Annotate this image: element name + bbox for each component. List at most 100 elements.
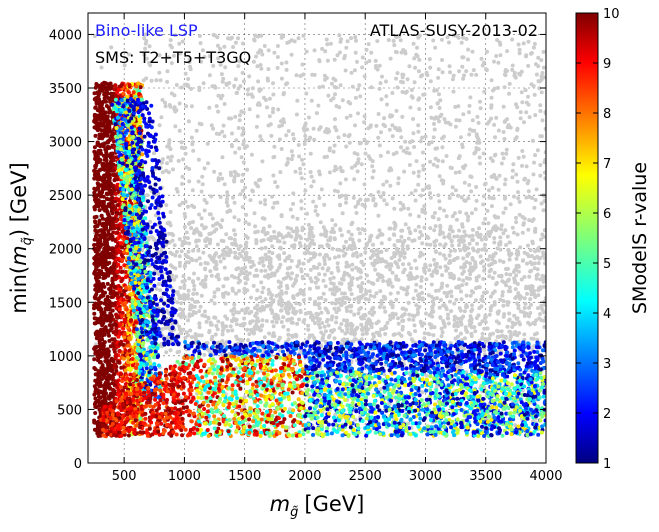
data-point xyxy=(505,49,510,54)
data-point xyxy=(526,94,530,99)
data-point xyxy=(519,69,524,74)
data-point xyxy=(502,182,507,187)
data-point xyxy=(271,324,276,329)
data-point xyxy=(332,236,337,241)
data-point xyxy=(471,248,476,253)
data-point xyxy=(353,123,357,128)
data-point xyxy=(291,295,296,300)
data-point xyxy=(391,232,396,237)
data-point xyxy=(444,154,449,158)
data-point xyxy=(510,168,515,173)
data-point xyxy=(496,85,500,90)
data-point xyxy=(478,99,482,104)
data-point xyxy=(471,68,476,73)
data-point xyxy=(392,43,397,48)
data-point xyxy=(192,283,197,288)
data-point xyxy=(331,275,336,280)
data-point xyxy=(244,307,249,311)
data-point xyxy=(437,92,441,97)
data-point xyxy=(371,332,375,337)
data-point xyxy=(469,175,474,179)
data-point xyxy=(510,63,515,68)
data-point xyxy=(199,293,204,298)
data-point xyxy=(180,200,185,205)
data-point xyxy=(448,299,452,304)
data-point xyxy=(254,241,259,246)
data-point xyxy=(402,169,407,174)
data-point xyxy=(344,239,348,244)
data-point xyxy=(170,252,175,257)
data-point xyxy=(316,296,321,301)
data-point xyxy=(253,224,258,229)
data-point xyxy=(232,237,237,242)
data-point xyxy=(475,241,480,246)
data-point xyxy=(271,106,276,111)
data-point xyxy=(186,333,190,338)
data-point xyxy=(301,162,306,167)
data-point xyxy=(230,274,234,278)
data-point xyxy=(371,242,375,247)
data-point xyxy=(370,175,375,180)
data-point xyxy=(508,272,513,277)
data-point xyxy=(409,273,414,278)
data-point xyxy=(452,211,457,216)
data-point xyxy=(291,132,295,137)
data-point xyxy=(526,243,530,248)
data-point xyxy=(361,313,366,318)
data-point xyxy=(222,44,227,49)
data-point xyxy=(518,116,523,121)
data-point xyxy=(411,131,416,136)
data-point xyxy=(288,265,293,270)
data-point xyxy=(255,303,260,308)
data-point xyxy=(532,261,537,266)
data-point xyxy=(454,217,459,222)
data-point xyxy=(526,39,531,44)
data-point xyxy=(264,98,268,102)
data-point xyxy=(295,273,300,278)
data-point xyxy=(187,179,192,184)
data-point xyxy=(260,323,265,328)
data-point xyxy=(369,325,374,330)
data-point xyxy=(485,49,489,54)
data-point xyxy=(369,193,373,197)
data-point xyxy=(316,285,321,290)
data-point xyxy=(513,296,518,300)
data-point xyxy=(432,121,436,126)
data-point xyxy=(431,333,436,338)
data-point xyxy=(417,254,422,259)
data-point xyxy=(390,123,395,128)
data-point xyxy=(360,332,365,337)
data-point xyxy=(514,215,518,220)
data-point xyxy=(478,106,483,111)
data-point xyxy=(456,364,461,369)
data-point xyxy=(438,206,442,211)
data-point xyxy=(286,300,291,305)
data-point xyxy=(241,142,246,147)
data-point xyxy=(315,277,320,282)
data-point xyxy=(493,251,498,256)
data-point xyxy=(396,316,400,321)
data-point xyxy=(240,249,245,254)
data-point xyxy=(338,227,343,232)
data-point xyxy=(252,38,257,43)
data-point xyxy=(189,305,194,310)
data-point xyxy=(236,64,241,69)
data-point xyxy=(234,291,238,296)
data-point xyxy=(304,49,309,54)
data-point xyxy=(326,335,331,340)
data-point xyxy=(230,144,234,149)
data-point xyxy=(452,301,457,306)
data-point xyxy=(397,34,402,39)
data-point xyxy=(263,245,268,250)
data-point xyxy=(363,250,368,255)
data-point xyxy=(536,293,541,298)
data-point xyxy=(454,297,459,302)
data-point xyxy=(461,76,466,81)
data-point xyxy=(142,52,147,57)
data-point xyxy=(197,88,202,93)
data-point xyxy=(381,182,386,187)
data-point xyxy=(357,238,362,243)
data-point xyxy=(259,49,264,54)
data-point xyxy=(144,56,149,61)
data-point xyxy=(488,305,493,310)
